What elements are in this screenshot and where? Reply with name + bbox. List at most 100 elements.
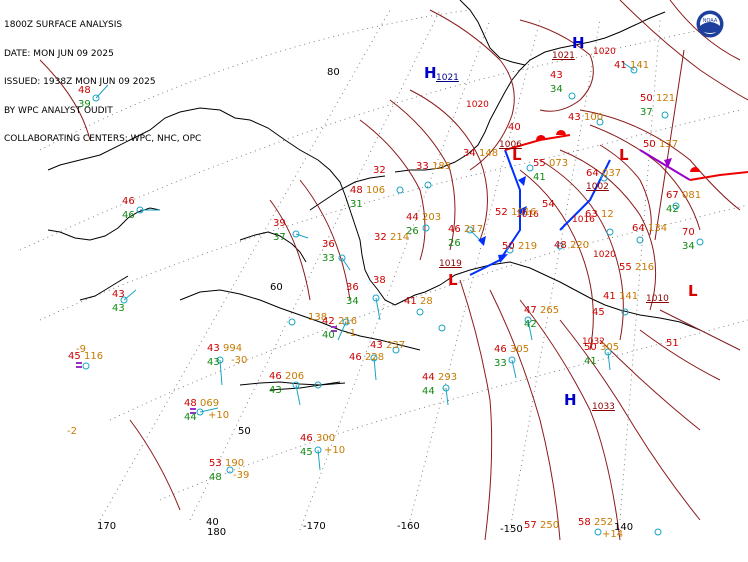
high-pressure-center: H bbox=[564, 391, 577, 409]
isobars bbox=[39, 0, 748, 541]
warm-front-2 bbox=[689, 171, 748, 181]
station-d: 31 bbox=[350, 199, 363, 210]
station-t: 48 bbox=[554, 240, 567, 251]
station-t: 43 bbox=[112, 289, 125, 300]
station-p: 228 bbox=[365, 352, 385, 363]
station-t: 40 bbox=[508, 122, 521, 133]
station-t: 64 bbox=[632, 223, 645, 234]
graticule bbox=[19, 9, 748, 531]
station-p: 190 bbox=[225, 458, 245, 469]
station-t: 45 bbox=[592, 307, 605, 318]
low-pressure-value: 1010 bbox=[646, 294, 669, 304]
header-analyst: BY WPC ANALYST OUDIT bbox=[4, 105, 113, 116]
station-p: 12 bbox=[601, 209, 614, 220]
header-title: 1800Z SURFACE ANALYSIS bbox=[4, 20, 123, 30]
station-t: 44 bbox=[422, 372, 435, 383]
station-tend: +10 bbox=[208, 410, 230, 421]
station-p: 081 bbox=[682, 190, 702, 201]
station-t: 43 bbox=[550, 70, 563, 81]
station-p: 219 bbox=[518, 241, 538, 252]
low-pressure-center: L bbox=[619, 146, 629, 164]
station-p: 214 bbox=[390, 232, 410, 243]
station-t: 32 bbox=[373, 165, 386, 176]
isobar-label: 1020 bbox=[466, 100, 489, 110]
station-p: 300 bbox=[316, 433, 336, 444]
station-d: 37 bbox=[640, 107, 653, 118]
station-t: 33 bbox=[416, 161, 429, 172]
station-t: 34 bbox=[463, 148, 476, 159]
station-p: 220 bbox=[570, 240, 590, 251]
station-t: 55 bbox=[619, 262, 632, 273]
station-t: 36 bbox=[346, 282, 359, 293]
station-d: 41 bbox=[584, 356, 597, 367]
station-p: 1016 bbox=[511, 207, 537, 218]
isobar-label: 1020 bbox=[593, 47, 616, 57]
station-t: 48 bbox=[184, 398, 197, 409]
station-p: -9 bbox=[76, 344, 86, 355]
station-t: 46 bbox=[269, 371, 282, 382]
lon-label-150w: -150 bbox=[500, 524, 523, 535]
station-p: 137 bbox=[659, 139, 679, 150]
station-p: 252 bbox=[594, 517, 614, 528]
low-pressure-center: L bbox=[688, 282, 698, 300]
station-plots bbox=[82, 61, 704, 536]
station-d: 39 bbox=[78, 99, 91, 110]
station-p: 185 bbox=[432, 161, 452, 172]
high-pressure-value: 1021 bbox=[436, 73, 459, 83]
station-tend: +10 bbox=[324, 445, 346, 456]
station-d: 43 bbox=[207, 357, 220, 368]
isobar-label: 1020 bbox=[593, 250, 616, 260]
high-pressure-value: 1021 bbox=[552, 51, 575, 61]
station-t: 43 bbox=[207, 343, 220, 354]
occluded-front bbox=[639, 149, 691, 181]
station-p: 037 bbox=[602, 168, 622, 179]
station-t: 41 bbox=[603, 291, 616, 302]
station-t: 46 bbox=[122, 196, 135, 207]
station-t: 46 bbox=[300, 433, 313, 444]
lon-label-180: 180 bbox=[207, 527, 227, 538]
station-t: 64 bbox=[586, 168, 599, 179]
station-t: 42 bbox=[322, 316, 335, 327]
station-d: 34 bbox=[682, 241, 695, 252]
station-d: 33 bbox=[322, 253, 335, 264]
station-t: 46 bbox=[494, 344, 507, 355]
header-date: DATE: MON JUN 09 2025 bbox=[4, 48, 114, 59]
station-t: 57 bbox=[524, 520, 537, 531]
front-markers bbox=[478, 130, 700, 263]
cold-front bbox=[469, 149, 521, 276]
station-t: 50 bbox=[643, 139, 656, 150]
coastline bbox=[47, 0, 701, 391]
station-t: 54 bbox=[542, 199, 555, 210]
station-d: 43 bbox=[112, 303, 125, 314]
station-d: 48 bbox=[209, 472, 222, 483]
station-p: 148 bbox=[479, 148, 499, 159]
station-p: 216 bbox=[338, 316, 358, 327]
station-d: 34 bbox=[550, 84, 563, 95]
station-t: 46 bbox=[349, 352, 362, 363]
station-t: 50 bbox=[640, 93, 653, 104]
station-t: 50 bbox=[502, 241, 515, 252]
weather-symbols bbox=[76, 326, 337, 414]
station-p: 141 bbox=[630, 60, 650, 71]
station-d: 34 bbox=[346, 296, 359, 307]
station-d: 42 bbox=[524, 319, 537, 330]
station-p: 203 bbox=[422, 212, 442, 223]
station-d: 45 bbox=[300, 447, 313, 458]
station-p: 100 bbox=[584, 112, 604, 123]
lon-label-170: 170 bbox=[97, 521, 117, 532]
station-t: 51 bbox=[666, 338, 679, 349]
station-p: 141 bbox=[619, 291, 639, 302]
station-t: 48 bbox=[78, 85, 91, 96]
station-t: 47 bbox=[524, 305, 537, 316]
station-t: 36 bbox=[322, 239, 335, 250]
station-p: 073 bbox=[549, 158, 569, 169]
station-p: 293 bbox=[438, 372, 458, 383]
station-p: 216 bbox=[635, 262, 655, 273]
station-t: 45 bbox=[68, 351, 81, 362]
cold-front-2 bbox=[559, 159, 611, 231]
lon-label-40: 40 bbox=[206, 517, 219, 528]
station-d: 46 bbox=[122, 210, 135, 221]
header-centers: COLLABORATING CENTERS: WPC, NHC, OPC bbox=[4, 134, 202, 144]
station-d: 44 bbox=[422, 386, 435, 397]
map-header: 1800Z SURFACE ANALYSIS DATE: MON JUN 09 … bbox=[4, 2, 201, 154]
